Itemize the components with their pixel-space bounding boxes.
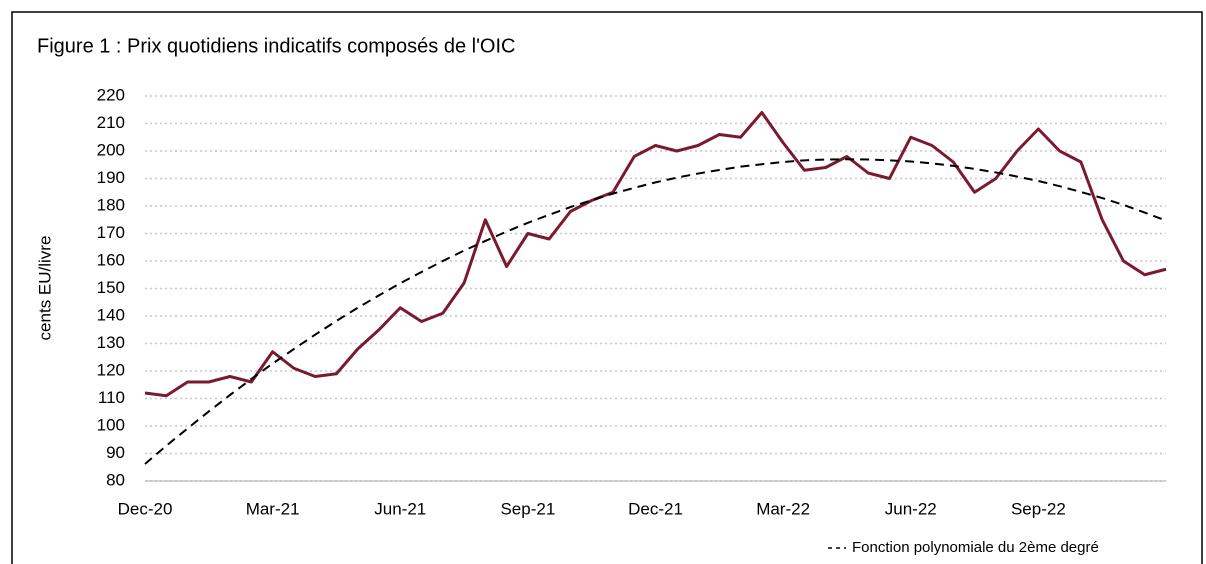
y-tick-label: 200: [97, 140, 125, 159]
x-tick-label: Mar-22: [756, 499, 810, 518]
y-tick-label: 140: [97, 305, 125, 324]
x-tick-label: Dec-20: [118, 499, 173, 518]
y-tick-label: 120: [97, 360, 125, 379]
y-tick-label: 170: [97, 223, 125, 242]
y-tick-label: 80: [106, 470, 125, 489]
x-tick-label: Sep-22: [1011, 499, 1066, 518]
y-tick-label: 110: [98, 388, 125, 407]
x-tick-label: Dec-21: [628, 499, 683, 518]
y-axis-label: cents EU/livre: [35, 236, 54, 341]
y-tick-label: 150: [97, 278, 125, 297]
y-tick-label: 90: [106, 443, 125, 462]
y-tick-label: 210: [97, 113, 125, 132]
y-tick-label: 130: [97, 333, 125, 352]
trend-line: [144, 158, 1167, 465]
x-tick-label: Jun-21: [374, 499, 426, 518]
y-tick-label: 100: [97, 415, 125, 434]
legend-label: Fonction polynomiale du 2ème degré: [852, 539, 1099, 556]
price-line: [144, 111, 1167, 398]
chart-title: Figure 1 : Prix quotidiens indicatifs co…: [37, 35, 515, 57]
y-tick-label: 160: [97, 250, 125, 269]
x-tick-label: Mar-21: [246, 499, 300, 518]
x-tick-label: Jun-22: [885, 499, 937, 518]
frame: [11, 11, 1203, 564]
y-tick-label: 180: [97, 195, 125, 214]
y-tick-label: 220: [97, 85, 125, 104]
x-tick-label: Sep-21: [500, 499, 555, 518]
y-tick-label: 190: [97, 168, 125, 187]
